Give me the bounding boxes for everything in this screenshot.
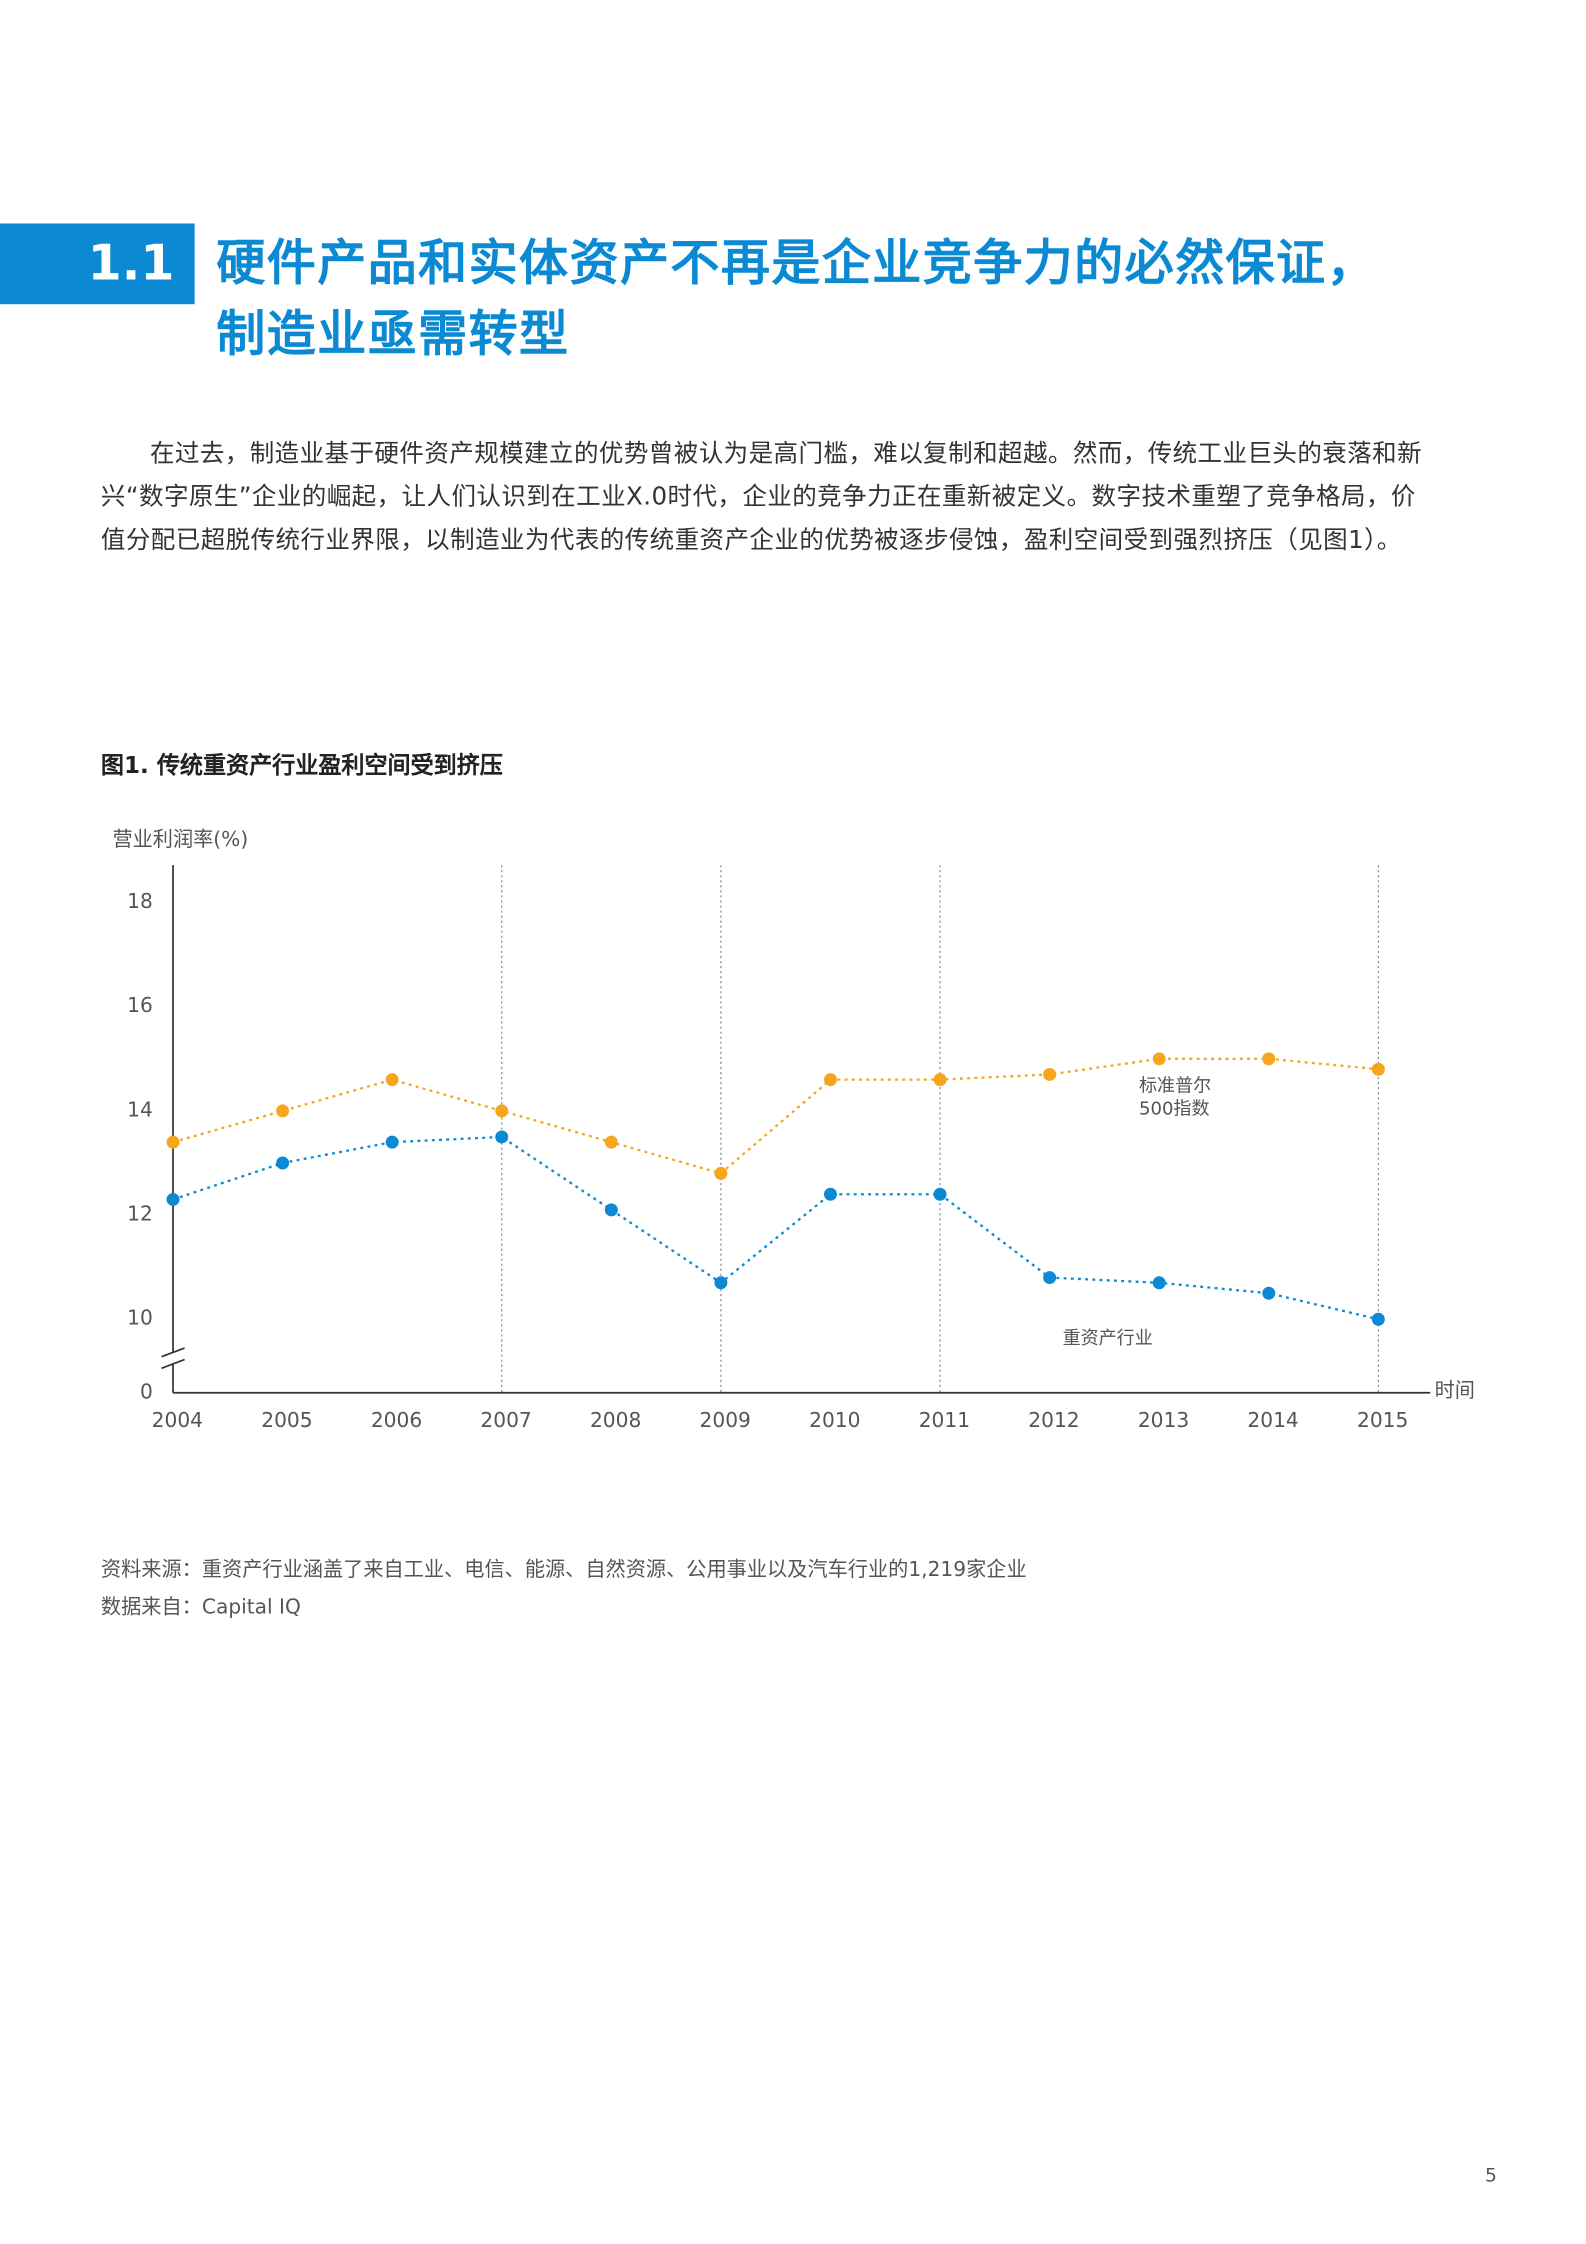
section-title: 硬件产品和实体资产不再是企业竞争力的必然保证， xyxy=(216,235,1377,293)
axis-break xyxy=(161,1347,185,1358)
x-tick-label: 2014 xyxy=(1247,1408,1298,1432)
data-point xyxy=(385,1135,399,1149)
y-axis-label: 营业利润率(%) xyxy=(112,827,248,851)
chart-title: 图1. 传统重资产行业盈利空间受到挤压 xyxy=(100,751,503,779)
axis-break xyxy=(161,1358,185,1370)
axis-break-gap xyxy=(170,1352,176,1364)
data-point xyxy=(1043,1067,1057,1081)
chart: 营业利润率(%) 时间 0 10 12 14 16 18 2004 2005 2006 2007 2… xyxy=(112,827,1475,1432)
data-point xyxy=(1152,1276,1166,1290)
data-point xyxy=(1371,1312,1385,1326)
data-point xyxy=(823,1073,837,1087)
footnote: 资料来源：重资产行业涵盖了来自工业、电信、能源、自然资源、公用事业以及汽车行业的… xyxy=(100,1558,1027,1582)
series-line xyxy=(172,1135,1379,1321)
data-point xyxy=(385,1073,399,1087)
data-point xyxy=(714,1166,728,1180)
series-line xyxy=(172,1057,1379,1175)
x-tick-label: 2007 xyxy=(480,1408,531,1432)
data-point xyxy=(1152,1052,1166,1066)
body-text: 在过去，制造业基于硬件资产规模建立的优势曾被认为是高门槛，难以复制和超越。然而，… xyxy=(100,439,1423,556)
data-point xyxy=(276,1156,290,1170)
data-point xyxy=(604,1135,618,1149)
x-axis-label: 时间 xyxy=(1435,1378,1475,1402)
series-label: 标准普尔500指数 xyxy=(1139,1074,1212,1119)
data-point xyxy=(166,1192,180,1206)
x-tick-label: 2011 xyxy=(919,1408,970,1432)
y-tick-label: 0 xyxy=(140,1379,153,1403)
footnote: 数据来自：Capital IQ xyxy=(100,1596,301,1620)
y-tick-label: 10 xyxy=(127,1306,153,1330)
data-point xyxy=(495,1104,509,1118)
x-tick-label: 2010 xyxy=(809,1408,860,1432)
data-point xyxy=(276,1104,290,1118)
x-tick-label: 2009 xyxy=(700,1408,751,1432)
x-tick-label: 2012 xyxy=(1028,1408,1079,1432)
x-tick-label: 2015 xyxy=(1357,1408,1408,1432)
data-point xyxy=(604,1203,618,1217)
x-tick-label: 2013 xyxy=(1138,1408,1189,1432)
data-point xyxy=(1262,1052,1276,1066)
section-number: 1.1 xyxy=(0,223,195,305)
y-tick-label: 18 xyxy=(127,889,153,913)
x-tick-label: 2005 xyxy=(261,1408,312,1432)
y-tick-label: 12 xyxy=(127,1202,153,1226)
x-tick-label: 2006 xyxy=(371,1408,422,1432)
data-point xyxy=(166,1135,180,1149)
data-point xyxy=(1043,1271,1057,1285)
data-point xyxy=(823,1187,837,1201)
page-number: 5 xyxy=(1485,2165,1497,2188)
y-tick-label: 16 xyxy=(127,993,153,1017)
x-tick-label: 2004 xyxy=(152,1408,203,1432)
data-point xyxy=(933,1187,947,1201)
section-title: 制造业亟需转型 xyxy=(216,305,570,364)
x-tick-label: 2008 xyxy=(590,1408,641,1432)
data-point xyxy=(714,1276,728,1290)
data-point xyxy=(495,1130,509,1144)
data-point xyxy=(933,1073,947,1087)
data-point xyxy=(1262,1286,1276,1300)
y-tick-label: 14 xyxy=(127,1097,153,1121)
data-point xyxy=(1371,1062,1385,1076)
series-label: 重资产行业 xyxy=(1062,1326,1153,1349)
